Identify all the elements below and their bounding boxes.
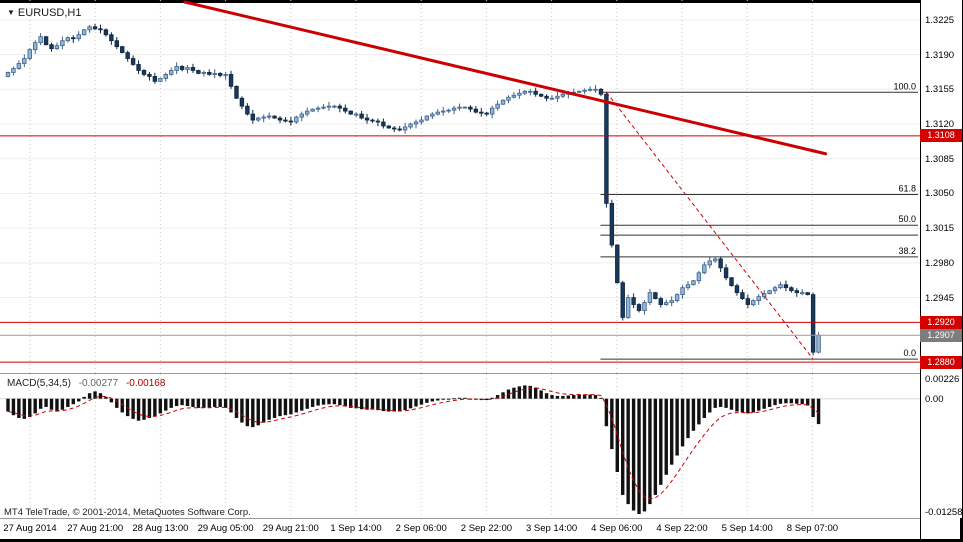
overlays: 100.0 61.8 50.0 38.2 0.0 [0, 0, 920, 363]
time-axis-label: 27 Aug 21:00 [67, 523, 124, 534]
price-tick-label: 1.2945 [925, 292, 955, 304]
macd-signal-value: -0.00168 [125, 378, 166, 389]
macd-histogram [6, 385, 821, 514]
price-tick-label: 1.3085 [925, 153, 955, 165]
price-tick-label: 1.3190 [925, 49, 955, 61]
price-tick-label: 1.3050 [925, 188, 955, 200]
time-axis-label: 2 Sep 22:00 [460, 523, 513, 534]
time-axis[interactable]: 27 Aug 2014 27 Aug 21:00 28 Aug 13:00 29 Au… [0, 519, 963, 539]
symbol-text: EURUSD,H1 [17, 7, 82, 19]
time-axis-label: 27 Aug 2014 [3, 523, 57, 534]
price-tick-label: 1.3225 [925, 14, 955, 26]
time-axis-label: 29 Aug 05:00 [197, 523, 254, 534]
price-tick-label: 1.2980 [925, 257, 955, 269]
symbol-marker-icon: ▼ [7, 8, 15, 17]
price-tag-1.2880: 1.2880 [920, 355, 962, 369]
fib-level-label: 0.0 [903, 348, 916, 358]
macd-tick-label: -0.01258 [925, 507, 963, 518]
window-border-bottom [0, 539, 963, 542]
time-axis-separator [0, 518, 920, 519]
macd-main-value: -0.00277 [78, 378, 119, 389]
macd-tick-label: 0.00226 [925, 374, 960, 385]
copyright-text: MT4 TeleTrade, © 2001-2014, MetaQuotes S… [4, 507, 251, 518]
time-axis-label: 1 Sep 14:00 [330, 523, 382, 534]
time-axis-label: 3 Sep 14:00 [525, 523, 578, 534]
price-tick-label: 1.3120 [925, 119, 955, 130]
time-axis-label: 28 Aug 13:00 [132, 523, 189, 534]
macd-grid [0, 374, 920, 518]
time-axis-label: 29 Aug 21:00 [262, 523, 319, 534]
macd-indicator-label: MACD(5,34,5) -0.00277 -0.00168 [7, 378, 165, 389]
fib-level-label: 38.2 [898, 246, 916, 256]
pane-separator[interactable] [0, 373, 920, 374]
time-axis-label: 2 Sep 06:00 [395, 523, 447, 534]
time-axis-label: 5 Sep 14:00 [721, 523, 773, 534]
price-grid [0, 0, 920, 373]
price-tag-1.2907: 1.2907 [920, 328, 962, 342]
fib-level-label: 50.0 [898, 214, 916, 224]
time-axis-label: 8 Sep 07:00 [786, 523, 839, 534]
macd-chart[interactable] [0, 374, 920, 518]
time-axis-label: 4 Sep 06:00 [591, 523, 643, 534]
fib-level-label: 61.8 [898, 183, 916, 193]
macd-tick-label: 0.00 [925, 393, 944, 405]
time-axis-label: 4 Sep 22:00 [656, 523, 708, 534]
price-scale[interactable]: 1.3225 1.3190 1.3155 1.3120 1.3085 1.3050 1.30… [920, 0, 962, 374]
fib-level-label: 100.0 [893, 81, 916, 91]
price-chart[interactable]: 100.0 61.8 50.0 38.2 0.0 [0, 0, 920, 373]
window-border-top [0, 0, 963, 3]
scale-divider [920, 0, 921, 539]
macd-signal-line [7, 387, 819, 500]
macd-scale[interactable]: 0.00226 0.00 -0.01258 [921, 374, 963, 518]
price-tag-1.2920: 1.2920 [920, 315, 962, 329]
macd-name: MACD(5,34,5) [7, 378, 71, 389]
price-tick-label: 1.3015 [925, 223, 955, 235]
chart-symbol-label: ▼ EURUSD,H1 [7, 7, 82, 19]
candles [5, 23, 821, 356]
price-tag-1.3108: 1.3108 [920, 129, 962, 143]
price-tick-label: 1.3155 [925, 84, 955, 96]
